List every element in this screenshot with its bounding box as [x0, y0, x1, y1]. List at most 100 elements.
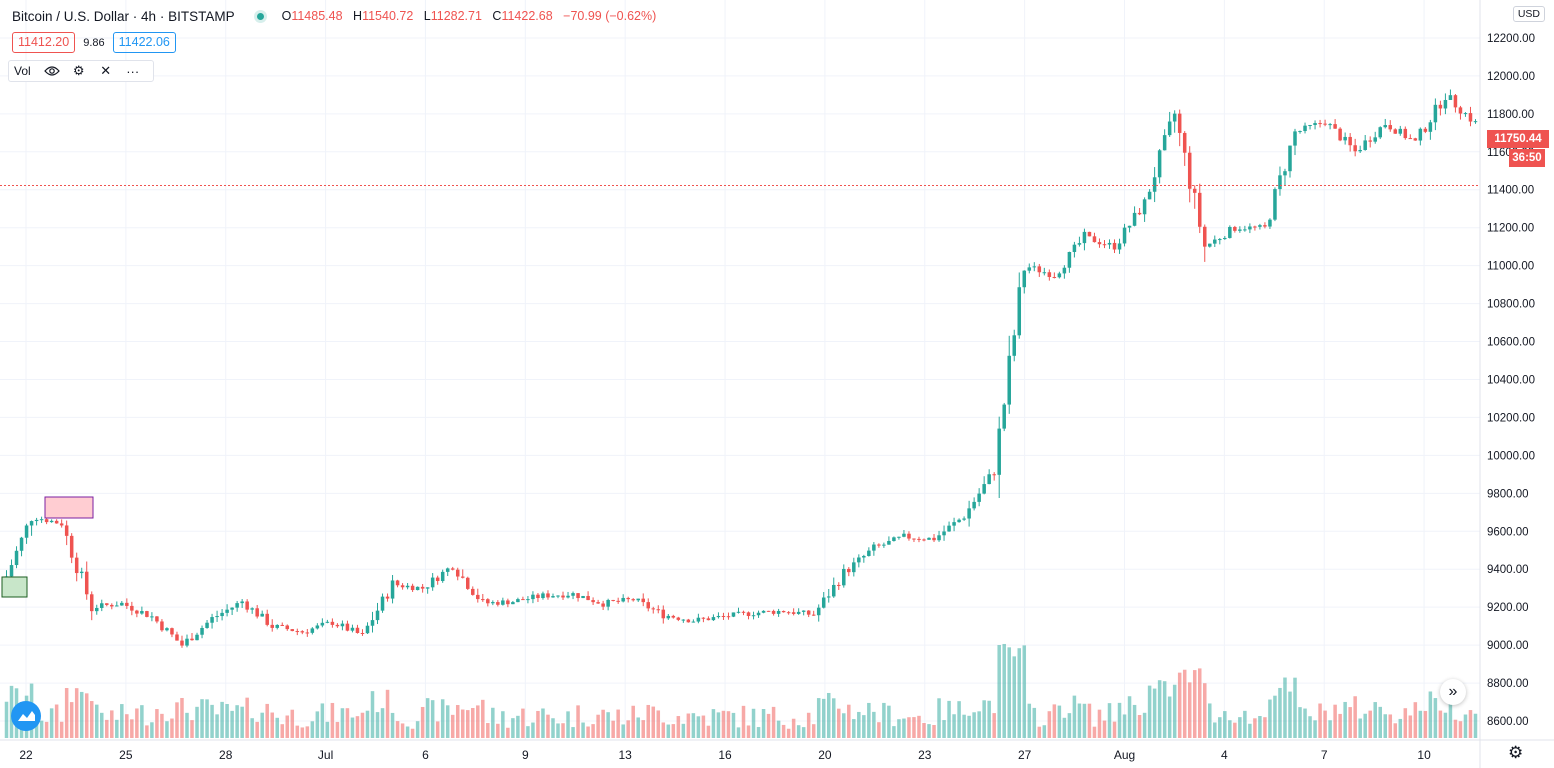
symbol-name[interactable]: Bitcoin / U.S. Dollar [12, 8, 130, 24]
buy-button[interactable]: 11422.06 [112, 32, 176, 53]
volume-bar [220, 701, 224, 738]
eye-icon[interactable] [43, 62, 61, 80]
y-tick-label: 11800.00 [1487, 109, 1534, 121]
volume-bar [776, 720, 781, 738]
volume-bar [1197, 668, 1202, 738]
candle-body [340, 623, 345, 627]
volume-bar [1167, 696, 1172, 738]
candle-body [556, 595, 560, 597]
volume-bar [942, 720, 946, 738]
volume-bar [345, 708, 350, 738]
volume-bar [1253, 718, 1257, 738]
sell-button[interactable]: 11412.20 [12, 32, 76, 53]
volume-bar [1062, 717, 1067, 738]
volume-bar [1258, 716, 1262, 738]
volume-bar [370, 691, 375, 738]
candle-body [1017, 287, 1022, 336]
volume-bar [1438, 710, 1443, 738]
volume-bar [1413, 702, 1418, 738]
volume-bar [1398, 718, 1403, 738]
candle-body [1042, 272, 1047, 274]
highlight-box-green [1, 576, 28, 598]
volume-bar [1022, 645, 1027, 738]
settings-gear-icon[interactable]: ⚙ [72, 63, 85, 78]
volume-bar [1423, 710, 1428, 738]
volume-bar [255, 721, 259, 738]
volume-bar [791, 718, 796, 738]
candle-body [1443, 99, 1448, 109]
candle-body [666, 615, 671, 619]
candle-body [1333, 124, 1337, 129]
volume-bar [360, 712, 365, 738]
volume-bar [957, 701, 961, 738]
volume-bar [1328, 720, 1332, 738]
volume-bar [365, 710, 370, 738]
candle-body [621, 597, 625, 602]
candle-body [460, 576, 465, 578]
candle-body [992, 474, 996, 476]
volume-bar [651, 706, 656, 738]
volume-bar [105, 719, 109, 738]
volume-bar [982, 700, 986, 738]
volume-bar [455, 705, 460, 738]
volume-bar [190, 720, 194, 738]
volume-bar [897, 719, 901, 738]
candle-body [837, 584, 841, 586]
x-tick-label: 16 [718, 748, 732, 762]
volume-bar [526, 726, 530, 738]
candle-body [541, 593, 545, 599]
candle-body [450, 568, 455, 570]
candle-body [100, 603, 104, 608]
volume-bar [586, 726, 590, 738]
candle-body [1373, 137, 1377, 142]
volume-bar [506, 727, 510, 738]
candle-body [1187, 152, 1192, 189]
volume-bar [857, 711, 861, 738]
currency-button[interactable]: USD [1512, 6, 1545, 22]
chart-settings-gear-icon[interactable]: ⚙ [1508, 743, 1524, 762]
volume-bar [496, 723, 500, 738]
indicator-label[interactable]: Vol [14, 64, 31, 78]
volume-bar [1363, 713, 1367, 738]
candle-body [120, 602, 124, 606]
candle-body [1228, 226, 1232, 238]
volume-bar [1157, 680, 1162, 738]
candle-body [1032, 266, 1037, 268]
volume-bar [460, 709, 465, 738]
last-price-tag: 11750.44 [1487, 130, 1549, 148]
candle-body [806, 610, 811, 615]
candle-body [1458, 107, 1463, 114]
candle-body [1238, 229, 1242, 231]
volume-bar [1373, 702, 1377, 738]
interval[interactable]: 4h [141, 8, 157, 24]
candle-body [661, 609, 666, 619]
volume-bar [531, 722, 535, 738]
candle-body [49, 520, 54, 523]
volume-bar [325, 721, 330, 738]
candle-body [79, 571, 84, 574]
candle-body [1102, 244, 1107, 246]
candle-body [962, 518, 966, 520]
candle-body [1413, 138, 1418, 141]
candle-body [1177, 113, 1182, 133]
volume-bar [937, 698, 941, 738]
low-value: 11282.71 [430, 9, 482, 23]
close-icon[interactable]: ✕ [100, 63, 112, 78]
more-icon[interactable]: ··· [126, 63, 140, 79]
volume-bar [1122, 714, 1127, 738]
candle-body [1027, 267, 1032, 271]
candle-body [867, 550, 871, 556]
tradingview-logo-icon[interactable] [11, 701, 41, 731]
highlight-box-pink [44, 496, 94, 519]
candle-body [440, 571, 445, 582]
scroll-to-realtime-button[interactable]: » [1440, 679, 1466, 705]
candle-body [350, 627, 355, 631]
candle-body [982, 484, 986, 494]
candle-body [1132, 212, 1137, 226]
volume-bar [310, 721, 315, 738]
x-tick-label: 23 [918, 748, 932, 762]
volume-bar [686, 713, 691, 738]
candle-body [305, 632, 310, 634]
volume-bar [4, 701, 9, 738]
